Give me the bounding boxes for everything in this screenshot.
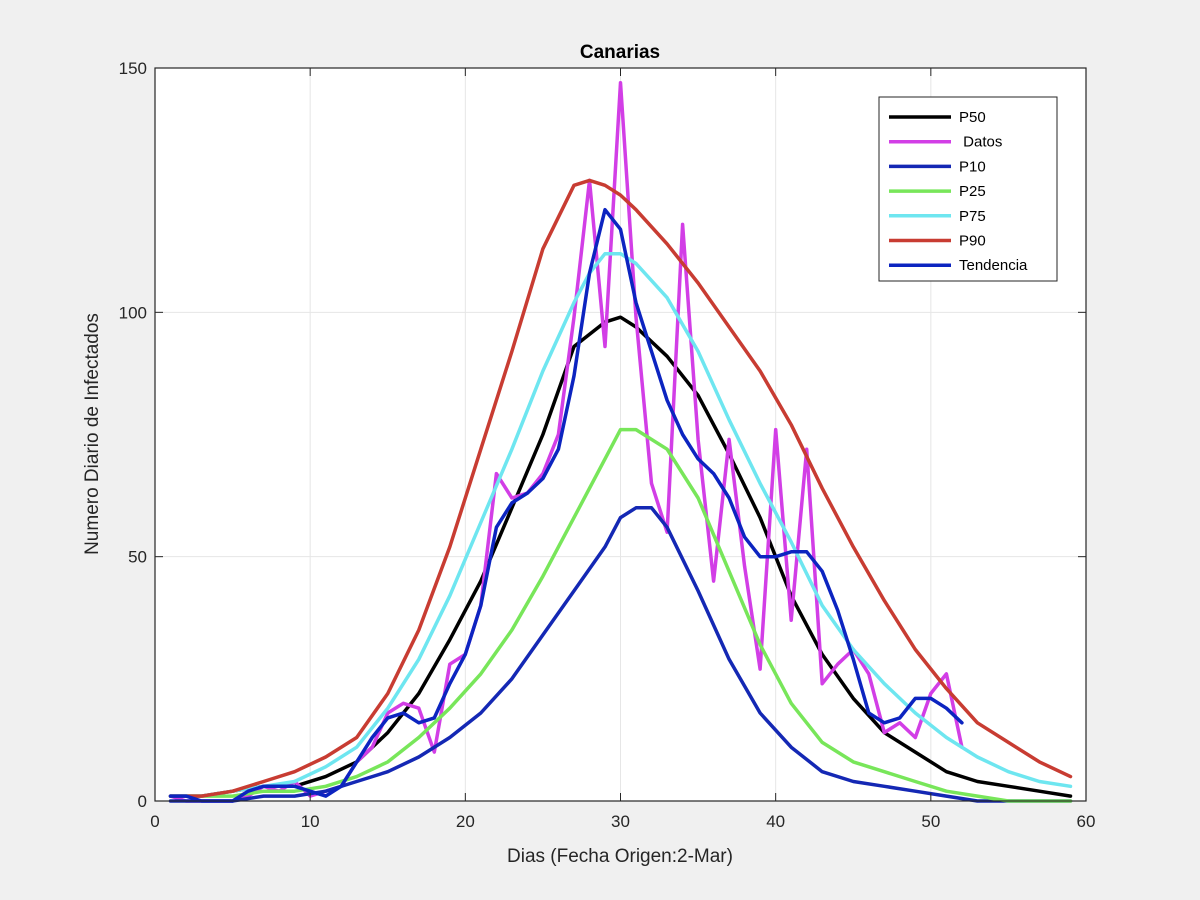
y-tick-label: 150	[119, 59, 147, 78]
x-tick-label: 0	[150, 812, 159, 831]
x-axis-label: Dias (Fecha Origen:2-Mar)	[507, 846, 733, 867]
legend-label-tendencia: Tendencia	[959, 257, 1028, 274]
legend-label-p25: P25	[959, 183, 986, 200]
y-axis-label: Numero Diario de Infectados	[82, 313, 103, 555]
legend-label-p50: P50	[959, 109, 986, 126]
legend-box	[878, 96, 1058, 282]
legend-label-datos: Datos	[959, 134, 1002, 151]
series-line-tendencia	[168, 207, 964, 803]
y-tick-label: 50	[128, 548, 147, 567]
ticks	[154, 67, 1087, 802]
series-line-p90	[168, 178, 1073, 798]
tick-labels: 0 10 20 30 40 50 60 0 50 100 150	[119, 59, 1096, 831]
y-tick-label: 100	[119, 303, 147, 322]
legend-label-p75: P75	[959, 208, 986, 225]
series-line-p10	[168, 506, 1073, 803]
x-tick-label: 50	[921, 812, 940, 831]
x-tick-label: 60	[1077, 812, 1096, 831]
y-tick-label: 0	[138, 792, 147, 811]
series-line-p75	[168, 251, 1073, 798]
series-group	[168, 80, 1073, 803]
legend-label-p10: P10	[959, 158, 986, 175]
series-line-p50	[168, 315, 1073, 798]
chart-title: Canarias	[580, 42, 660, 63]
legend: P50 Datos P10 P25 P75 P90 Tendencia	[878, 96, 1058, 282]
x-tick-label: 10	[301, 812, 320, 831]
legend-label-p90: P90	[959, 233, 986, 250]
series-line-p25	[168, 427, 1073, 803]
x-tick-label: 40	[766, 812, 785, 831]
x-tick-label: 20	[456, 812, 475, 831]
x-tick-label: 30	[611, 812, 630, 831]
grid	[155, 68, 1086, 801]
